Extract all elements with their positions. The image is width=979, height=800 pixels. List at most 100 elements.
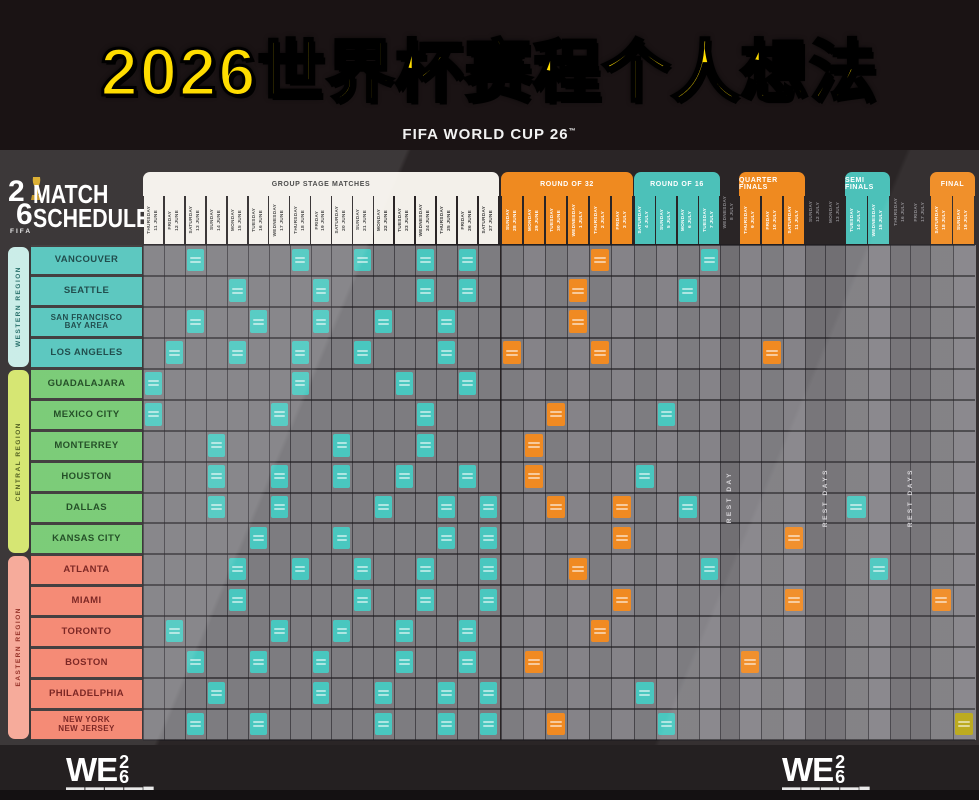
world-cup-26-logo: 2 6 FIFA	[8, 176, 42, 235]
city-label: PHILADELPHIA	[31, 679, 142, 708]
date-column-bg	[164, 196, 185, 244]
region-strip-western: WESTERN REGION	[8, 246, 29, 368]
match-cell	[480, 712, 497, 735]
date-label: 21 JUNE	[363, 209, 369, 231]
match-cell	[679, 279, 697, 302]
date-label: THURSDAY	[293, 206, 299, 234]
phase-header-sf: SEMI FINALS	[845, 172, 890, 196]
match-cell	[459, 372, 477, 395]
grid-row-line	[143, 274, 975, 277]
match-schedule-logo: 2 6 FIFA MATCH SCHEDULE	[8, 170, 150, 244]
match-cell	[207, 681, 225, 705]
match-cell	[438, 341, 456, 364]
city-name: NEW YORK	[62, 715, 111, 725]
grid-row-line	[143, 553, 975, 556]
date-column-bg	[656, 196, 677, 244]
phase-header-r16: ROUND OF 16	[634, 172, 720, 196]
city-name: NEW JERSEY	[58, 723, 115, 733]
match-cell	[270, 465, 288, 488]
match-cell	[291, 341, 309, 364]
match-cell	[679, 496, 697, 519]
grid-row-line	[143, 305, 975, 308]
match-cell	[228, 588, 246, 612]
match-cell	[438, 681, 456, 705]
match-cell	[438, 526, 456, 550]
date-label: 5 JULY	[666, 211, 672, 229]
date-label: TUESDAY	[251, 208, 257, 232]
grid-row-line	[143, 708, 975, 711]
match-cell	[207, 465, 225, 488]
region-strip-eastern: EASTERN REGION	[8, 555, 29, 739]
match-cell	[354, 557, 372, 581]
date-label: 30 JUNE	[556, 209, 562, 231]
city-name: LOS ANGELES	[50, 347, 123, 359]
match-cell	[207, 496, 225, 519]
city-name: DALLAS	[66, 501, 107, 513]
match-cell	[847, 496, 866, 519]
we26-monogram: 2 6	[835, 753, 846, 787]
match-cell	[270, 619, 288, 643]
match-cell	[396, 465, 414, 488]
phase-header-group: GROUP STAGE MATCHES	[143, 172, 499, 196]
date-header: TUESDAY 30 JUNE	[545, 196, 567, 244]
city-label: NEW YORK NEW JERSEY	[31, 710, 142, 739]
date-header: FRIDAY 19 JUNE	[311, 196, 332, 244]
date-header: SATURDAY 13 JUNE	[185, 196, 206, 244]
date-label: SUNDAY	[356, 209, 362, 231]
match-cell	[375, 310, 393, 333]
date-header: THURSDAY 9 JULY	[739, 196, 761, 244]
city-label: TORONTO	[31, 617, 142, 646]
date-header: MONDAY 13 JULY	[825, 182, 845, 242]
date-header: WEDNESDAY 1 JULY	[567, 196, 589, 244]
date-label: FRIDAY	[314, 210, 320, 230]
date-column-bg	[868, 196, 890, 244]
date-column-bg	[290, 196, 310, 244]
date-column-bg	[353, 196, 373, 244]
date-label: SATURDAY	[934, 206, 940, 234]
date-label: FRIDAY	[615, 210, 621, 230]
match-cell	[333, 465, 351, 488]
phase-header-label: ROUND OF 16	[650, 180, 704, 188]
city-name: BOSTON	[65, 656, 108, 668]
match-cell	[417, 434, 435, 457]
date-label: 2 JULY	[600, 211, 606, 229]
date-column-bg	[930, 196, 952, 244]
grid-row-line	[143, 615, 975, 618]
region-label: CENTRAL REGION	[15, 421, 22, 502]
city-label: KANSAS CITY	[31, 524, 142, 553]
date-column-bg	[436, 196, 457, 244]
date-header: SUNDAY 19 JULY	[953, 196, 976, 244]
phase-header-label: FINAL	[940, 180, 965, 188]
rest-day-text: REST DAYS	[906, 467, 914, 528]
wc26-mark: 26	[549, 126, 569, 143]
match-cell	[459, 465, 477, 488]
match-cell	[333, 526, 351, 550]
match-cell	[354, 588, 372, 612]
date-header: FRIDAY 26 JUNE	[457, 196, 478, 244]
schedule-panel: 2 6 FIFA MATCH SCHEDULE GROUP STAGE MATC…	[0, 150, 979, 745]
date-label: 14 JUNE	[216, 209, 222, 231]
match-cell	[333, 619, 351, 643]
date-label: SATURDAY	[335, 206, 341, 234]
match-cell	[503, 341, 521, 364]
match-cell	[228, 341, 246, 364]
match-cell	[291, 557, 309, 581]
date-label: 24 JUNE	[426, 209, 432, 231]
city-label: MONTERREY	[31, 432, 142, 461]
city-name: SAN FRANCISCO	[50, 312, 123, 322]
date-header: TUESDAY 7 JULY	[699, 196, 721, 244]
match-cell	[480, 496, 497, 519]
date-column-bg	[589, 196, 611, 244]
match-cell	[186, 248, 204, 271]
date-column-bg	[374, 196, 394, 244]
date-header: TUESDAY 14 JULY	[845, 196, 868, 244]
match-cell	[636, 681, 654, 705]
match-cell	[547, 712, 565, 735]
match-cell	[480, 588, 497, 612]
date-column-bg	[457, 196, 478, 244]
date-label: MONDAY	[527, 208, 533, 232]
date-label: MONDAY	[681, 208, 687, 232]
date-column-bg	[248, 196, 268, 244]
match-cell	[636, 465, 654, 488]
